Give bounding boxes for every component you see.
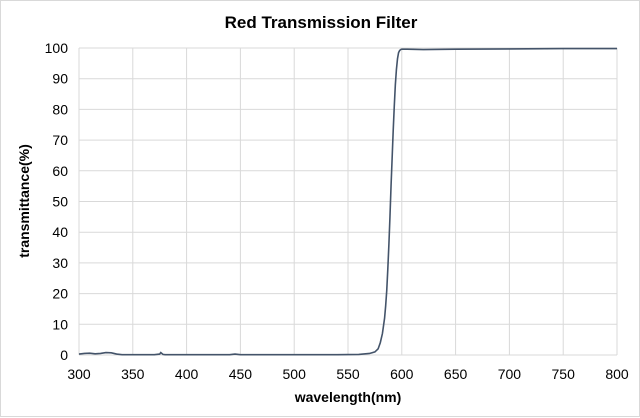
series-layer (78, 47, 617, 356)
series-line-transmittance (78, 47, 617, 356)
y-tick-label: 50 (52, 194, 68, 210)
x-axis-title: wavelength(nm) (294, 389, 402, 405)
x-tick-label: 450 (229, 366, 253, 382)
y-tick-label: 10 (52, 316, 68, 332)
x-tick-label: 600 (390, 366, 414, 382)
chart-title: Red Transmission Filter (225, 13, 418, 32)
grid-lines (78, 47, 618, 356)
y-tick-labels: 0 10 20 30 40 50 60 70 80 90 100 (45, 40, 69, 363)
y-tick-label: 20 (52, 286, 68, 302)
y-tick-label: 60 (52, 163, 68, 179)
x-tick-label: 650 (444, 366, 468, 382)
y-tick-label: 90 (52, 71, 68, 87)
y-tick-label: 80 (52, 101, 68, 117)
x-tick-label: 700 (498, 366, 522, 382)
x-tick-label: 350 (121, 366, 145, 382)
x-tick-label: 750 (552, 366, 576, 382)
x-tick-label: 300 (67, 366, 91, 382)
x-tick-label: 500 (283, 366, 307, 382)
y-tick-label: 100 (45, 40, 69, 56)
y-tick-label: 40 (52, 224, 68, 240)
y-tick-label: 30 (52, 255, 68, 271)
x-tick-label: 400 (175, 366, 199, 382)
y-tick-label: 70 (52, 132, 68, 148)
y-axis-title: transmittance(%) (16, 144, 32, 258)
x-tick-label: 800 (605, 366, 629, 382)
x-tick-label: 550 (336, 366, 360, 382)
y-tick-label: 0 (60, 347, 68, 363)
x-tick-labels: 300 350 400 450 500 550 600 650 700 750 800 (67, 366, 629, 382)
